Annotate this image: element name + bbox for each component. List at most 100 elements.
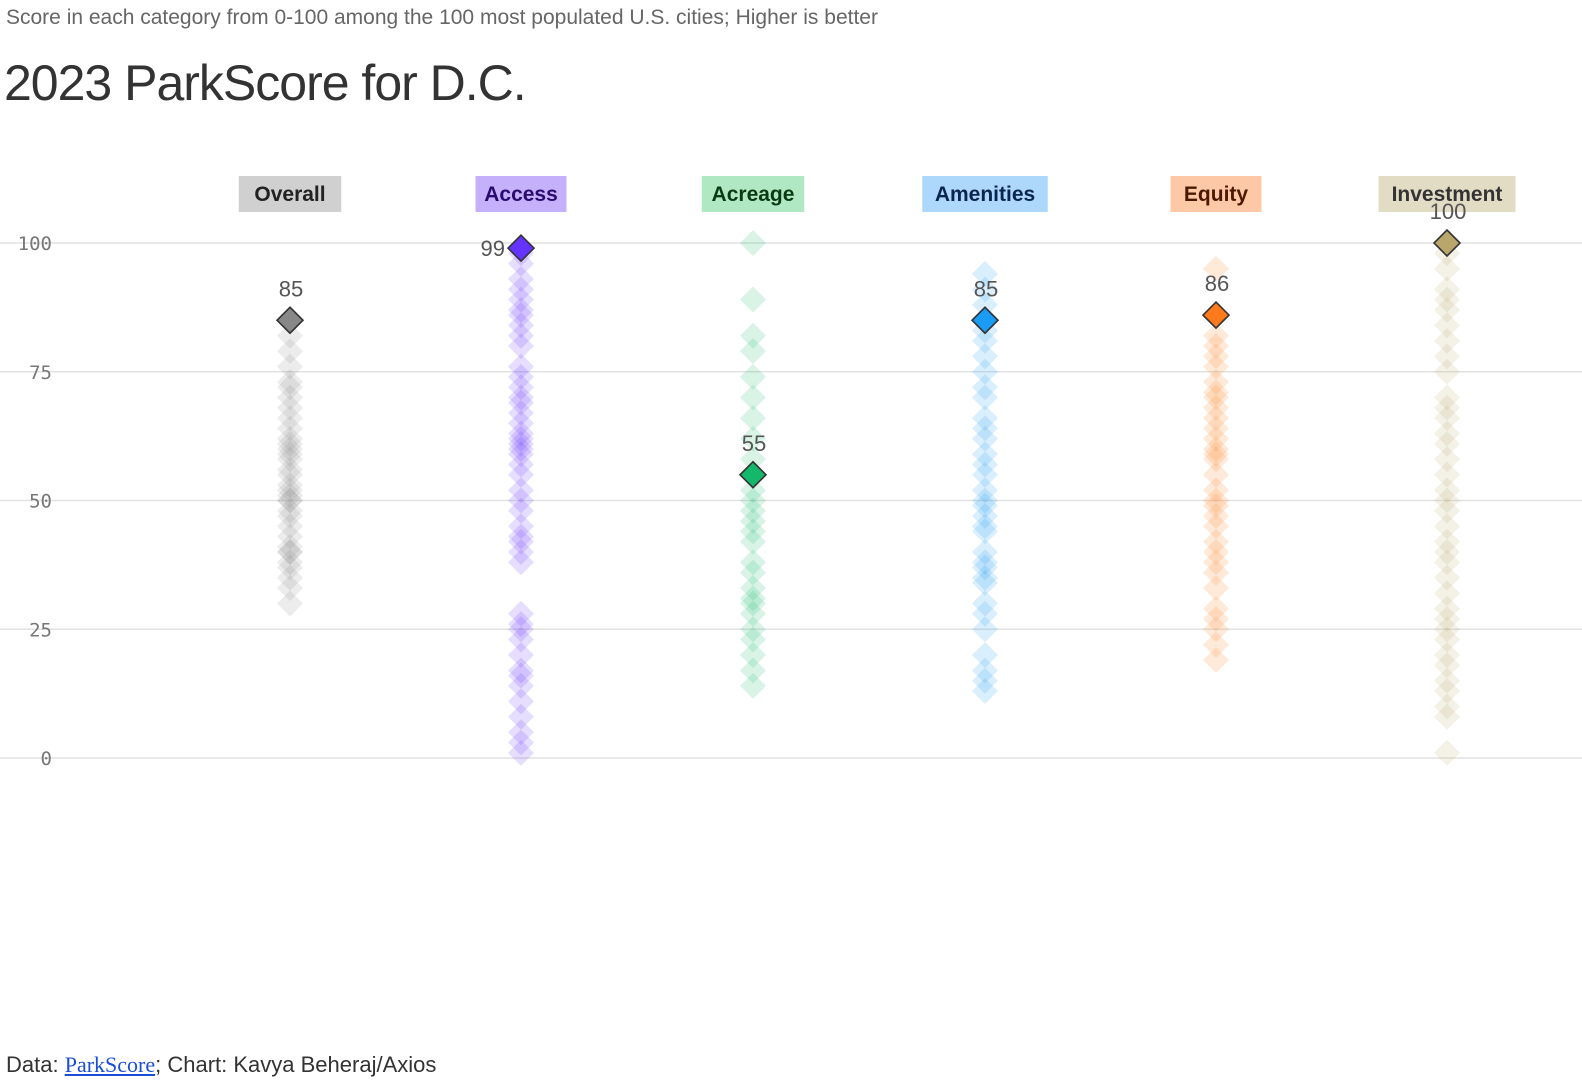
footer-suffix: ; Chart: Kavya Beheraj/Axios: [155, 1052, 437, 1077]
city-point: [740, 230, 766, 256]
category-label: Overall: [254, 183, 325, 206]
category-label: Acreage: [712, 183, 795, 206]
city-point: [277, 472, 303, 499]
city-point: [972, 291, 998, 318]
city-point: [1203, 549, 1229, 576]
city-point: [277, 554, 303, 581]
y-tick-label: 0: [41, 748, 52, 770]
city-point: [1434, 446, 1460, 473]
city-point: [1203, 487, 1229, 514]
city-point: [508, 523, 534, 550]
city-point: [972, 384, 998, 411]
city-point: [508, 487, 534, 514]
city-point: [508, 729, 534, 756]
category-label: Amenities: [935, 183, 1035, 206]
city-point: [972, 616, 998, 643]
city-point: [972, 667, 998, 694]
city-point: [1203, 539, 1229, 565]
parkscore-link[interactable]: ParkScore: [64, 1052, 156, 1077]
city-point: [1203, 513, 1229, 540]
dc-value-label: 55: [742, 431, 766, 456]
city-point: [1203, 477, 1229, 504]
city-point: [1434, 626, 1460, 653]
city-point: [1203, 415, 1229, 442]
city-point: [740, 286, 766, 313]
city-point: [972, 513, 998, 540]
city-point: [1434, 276, 1460, 303]
city-point: [508, 374, 534, 401]
city-point: [277, 405, 303, 432]
city-point: [972, 678, 998, 705]
city-point: [1203, 492, 1229, 519]
city-point: [1203, 461, 1229, 488]
city-point: [1203, 322, 1229, 349]
y-tick-label: 50: [29, 491, 52, 513]
city-point: [277, 533, 303, 560]
city-point: [972, 539, 998, 565]
city-point: [1203, 405, 1229, 432]
city-point: [508, 600, 534, 627]
category-label: Access: [484, 183, 558, 206]
city-point: [277, 523, 303, 550]
city-point: [508, 430, 534, 457]
city-point: [277, 456, 303, 483]
city-point: [1203, 446, 1229, 473]
city-point: [1434, 513, 1460, 540]
city-point: [1203, 502, 1229, 529]
city-point: [1203, 425, 1229, 452]
category-label-bg: [1378, 176, 1516, 212]
city-point: [508, 389, 534, 416]
city-point: [508, 739, 534, 766]
city-point: [277, 415, 303, 442]
city-point: [740, 585, 766, 612]
city-point: [972, 327, 998, 354]
city-point: [1203, 631, 1229, 658]
city-point: [972, 564, 998, 591]
city-point: [740, 590, 766, 617]
dc-point: [1432, 228, 1462, 258]
city-point: [1434, 477, 1460, 504]
city-point: [972, 415, 998, 442]
city-point: [277, 338, 303, 365]
city-point: [508, 312, 534, 339]
city-point: [972, 374, 998, 401]
chart-title: 2023 ParkScore for D.C.: [4, 55, 527, 111]
city-point: [1434, 642, 1460, 668]
city-point: [508, 513, 534, 540]
source-credit: Data: ParkScore; Chart: Kavya Beheraj/Ax…: [6, 1052, 436, 1078]
city-point: [1203, 647, 1229, 674]
city-point: [1434, 616, 1460, 643]
dc-value-label: 99: [481, 236, 505, 261]
city-point: [508, 276, 534, 303]
city-point: [740, 672, 766, 699]
city-point: [1203, 394, 1229, 421]
city-point: [277, 425, 303, 452]
city-point: [740, 600, 766, 627]
city-point: [1434, 539, 1460, 565]
city-point: [1434, 461, 1460, 488]
dc-value-label: 85: [974, 276, 998, 301]
city-point: [1434, 497, 1460, 524]
city-point: [508, 250, 534, 277]
city-point: [1434, 595, 1460, 622]
city-point: [972, 590, 998, 617]
city-point: [972, 405, 998, 432]
city-point: [508, 286, 534, 313]
city-point: [1434, 327, 1460, 354]
city-point: [508, 719, 534, 746]
city-point: [508, 611, 534, 638]
city-point: [972, 425, 998, 452]
city-point: [972, 343, 998, 370]
city-point: [740, 559, 766, 586]
y-tick-label: 25: [29, 619, 52, 641]
city-point: [1203, 575, 1229, 602]
city-point: [740, 425, 766, 452]
city-point: [1434, 286, 1460, 313]
city-point: [740, 626, 766, 653]
city-point: [1203, 616, 1229, 643]
city-point: [277, 487, 303, 514]
dc-point: [970, 306, 1000, 335]
city-point: [972, 642, 998, 668]
city-point: [508, 420, 534, 447]
city-point: [508, 322, 534, 349]
